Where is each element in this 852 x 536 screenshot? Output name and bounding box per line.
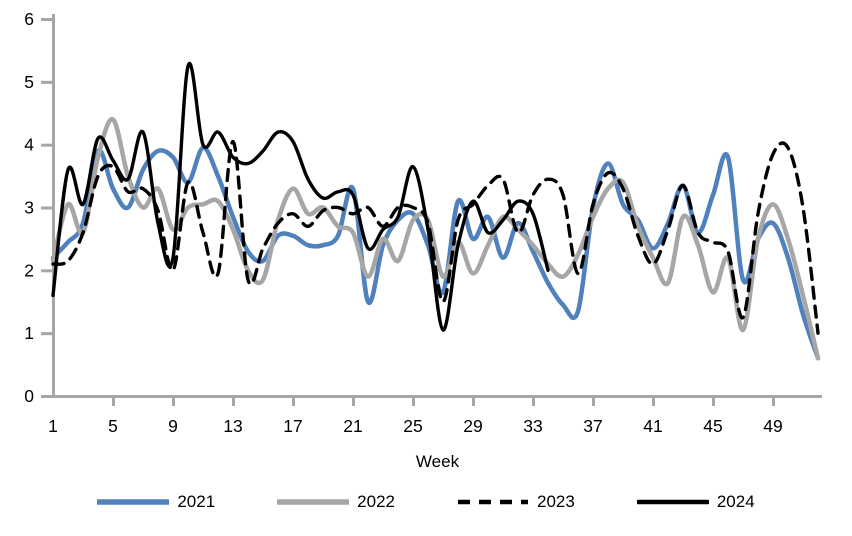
legend-swatch-2023 (458, 499, 528, 505)
legend-label-2023: 2023 (537, 492, 575, 511)
x-tick-label-49: 49 (763, 416, 782, 436)
y-tick-label-0: 0 (24, 386, 34, 406)
legend-item-2023: 2023 (457, 490, 575, 514)
y-tick-label-2: 2 (24, 260, 34, 280)
x-tick-label-45: 45 (703, 416, 722, 436)
x-tick-label-1: 1 (48, 416, 58, 436)
legend-swatch-2022 (277, 499, 350, 505)
x-tick-label-9: 9 (168, 416, 178, 436)
legend-label-2021: 2021 (177, 492, 216, 511)
legend-swatch-2024 (636, 499, 709, 505)
series-line-2024 (51, 61, 550, 332)
chart-legend: 2021 2022 2023 2024 (0, 490, 852, 514)
x-tick-label-37: 37 (583, 416, 602, 436)
x-tick-label-41: 41 (643, 416, 662, 436)
x-tick-label-33: 33 (523, 416, 542, 436)
legend-item-2022: 2022 (277, 490, 395, 514)
legend-label-2022: 2022 (357, 492, 395, 511)
plot-area: 0 1 2 3 4 5 6 1 5 9 13 17 21 25 29 33 37 41 45 49 (24, 9, 822, 436)
legend-item-2021: 2021 (97, 490, 215, 514)
legend-item-2024: 2024 (636, 490, 755, 514)
x-tick-label-13: 13 (223, 416, 242, 436)
y-tick-label-4: 4 (24, 135, 34, 155)
y-tick-label-6: 6 (24, 9, 34, 29)
x-axis-title: Week (415, 452, 460, 471)
x-tick-label-17: 17 (283, 416, 302, 436)
x-tick-label-29: 29 (463, 416, 482, 436)
x-tick-label-21: 21 (343, 416, 362, 436)
y-tick-label-3: 3 (24, 198, 34, 218)
x-tick-label-5: 5 (108, 416, 118, 436)
x-tick-label-25: 25 (403, 416, 422, 436)
legend-swatch-2021 (97, 499, 170, 505)
legend-label-2024: 2024 (716, 492, 755, 511)
y-tick-label-1: 1 (24, 323, 34, 343)
series-line-2023 (51, 139, 820, 335)
y-tick-label-5: 5 (24, 72, 34, 92)
